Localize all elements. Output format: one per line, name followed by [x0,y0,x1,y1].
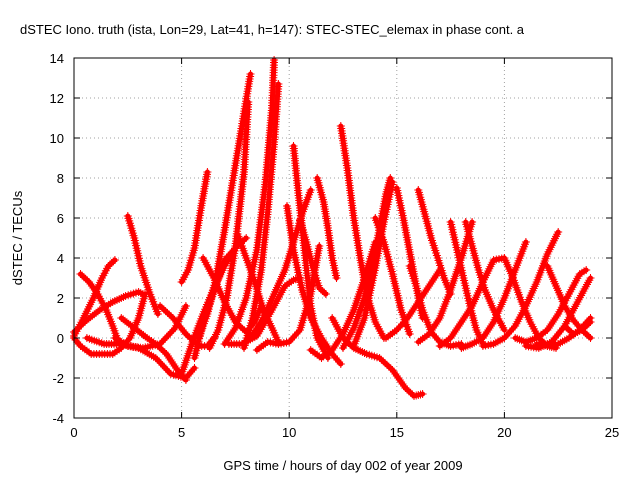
y-tick-label: -2 [52,371,64,386]
y-axis-title: dSTEC / TECUs [10,190,25,285]
x-tick-label: 5 [178,425,185,440]
x-tick-label: 0 [70,425,77,440]
x-tick-label: 10 [282,425,296,440]
x-tick-label: 15 [390,425,404,440]
data-series-15 [205,98,253,352]
y-tick-label: -4 [52,411,64,426]
data-series-group [70,56,595,400]
data-series-47 [560,318,595,338]
series-markers [560,318,595,338]
y-tick-label: 0 [57,331,64,346]
series-markers [414,186,455,298]
data-series-4 [70,288,147,336]
y-tick-label: 6 [57,211,64,226]
series-markers [478,228,563,350]
series-markers [296,216,330,298]
series-markers [457,238,530,352]
data-series-11 [177,168,212,286]
data-series-41 [478,228,563,350]
y-tick-label: 2 [57,291,64,306]
series-markers [543,262,595,342]
data-series-21 [224,274,304,348]
data-series-40 [457,238,530,352]
y-tick-label: 4 [57,251,64,266]
axis-ticks: 0 5 10 15 20 25 -4 -2 0 2 4 6 8 10 12 14 [50,51,620,440]
series-markers [205,98,253,352]
y-tick-label: 12 [50,91,64,106]
data-series-25 [313,174,341,282]
y-tick-label: 8 [57,171,64,186]
series-markers [123,212,162,318]
series-markers [313,174,341,282]
series-markers [224,274,304,348]
series-markers [177,168,212,286]
series-markers [220,56,279,348]
chart-title: dSTEC Iono. truth (ista, Lon=29, Lat=41,… [20,22,525,37]
data-series-5 [123,212,162,318]
y-tick-label: 14 [50,51,64,66]
x-tick-label: 20 [497,425,511,440]
plot-frame [73,57,613,419]
data-series-14 [194,70,255,342]
y-tick-label: 10 [50,131,64,146]
data-series-35 [414,186,455,298]
data-series-16 [220,56,279,348]
data-series-24 [296,216,330,298]
x-axis-title: GPS time / hours of day 002 of year 2009 [223,458,462,473]
series-markers [194,70,255,342]
x-tick-label: 25 [605,425,619,440]
series-markers [461,218,509,334]
